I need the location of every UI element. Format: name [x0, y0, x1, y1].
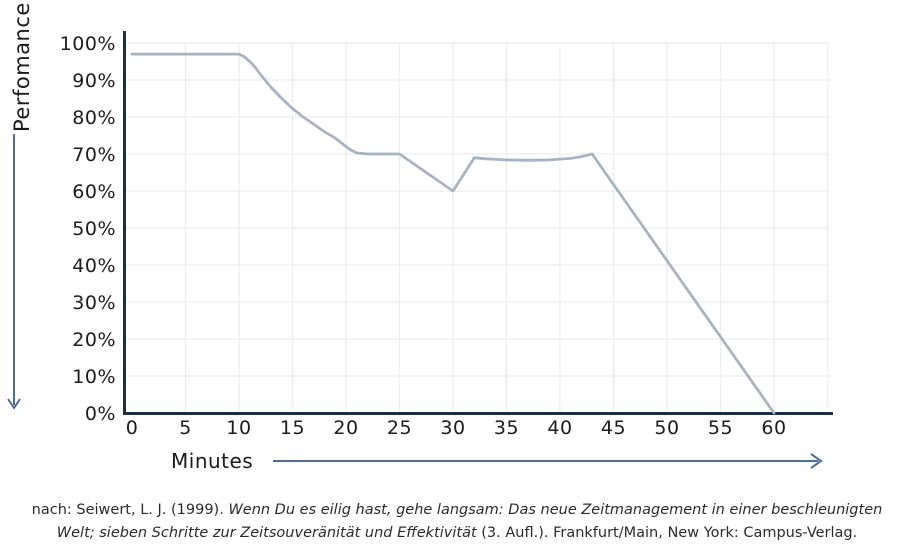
y-tick-label: 70% — [72, 144, 116, 166]
citation: nach: Seiwert, L. J. (1999). Wenn Du es … — [0, 499, 914, 545]
x-tick-label: 60 — [761, 417, 786, 439]
y-tick-label: 10% — [72, 366, 116, 388]
y-tick-label: 60% — [72, 181, 116, 203]
x-tick-label: 15 — [280, 417, 305, 439]
series-line — [130, 52, 776, 415]
y-tick-label: 30% — [72, 292, 116, 314]
x-tick-label: 5 — [179, 417, 192, 439]
x-tick-label: 10 — [226, 417, 251, 439]
y-tick-label: 80% — [72, 107, 116, 129]
x-tick-label: 50 — [654, 417, 679, 439]
citation-line-1: nach: Seiwert, L. J. (1999). Wenn Du es … — [31, 502, 883, 518]
x-axis-title: Minutes — [171, 449, 254, 473]
y-tick-label: 50% — [72, 218, 116, 240]
y-tick-label: 90% — [72, 70, 116, 92]
x-tick-label: 20 — [333, 417, 358, 439]
y-tick-label: 0% — [85, 403, 116, 425]
y-axis-title: Perfomance — [10, 2, 34, 132]
x-tick-label: 55 — [708, 417, 733, 439]
chart-plot: 0% 10% 20% 30% 40% 50% 60% 70% 80% 90% 100% 0 5 10 15 2… — [60, 31, 833, 439]
x-tick-label: 0 — [126, 417, 139, 439]
x-tick-label: 35 — [494, 417, 519, 439]
y-tick-label: 100% — [60, 33, 116, 55]
x-tick-label: 40 — [547, 417, 572, 439]
x-tick-label: 25 — [387, 417, 412, 439]
x-tick-label: 30 — [440, 417, 465, 439]
citation-line-2: Welt; sieben Schritte zur Zeitsouveränit… — [56, 525, 858, 541]
x-tick-label: 45 — [601, 417, 626, 439]
y-tick-label: 40% — [72, 255, 116, 277]
y-tick-label: 20% — [72, 329, 116, 351]
